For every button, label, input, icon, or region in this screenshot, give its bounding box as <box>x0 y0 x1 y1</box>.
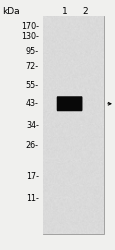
Text: kDa: kDa <box>2 7 19 16</box>
Text: 11-: 11- <box>26 194 39 203</box>
Text: 34-: 34- <box>26 120 39 130</box>
Text: 130-: 130- <box>21 32 39 41</box>
Text: 2: 2 <box>82 7 87 16</box>
Text: 43-: 43- <box>26 99 39 108</box>
Text: 170-: 170- <box>21 22 39 31</box>
Text: 26-: 26- <box>26 140 39 149</box>
Text: 95-: 95- <box>26 47 39 56</box>
Text: 17-: 17- <box>26 172 39 181</box>
FancyBboxPatch shape <box>56 96 82 111</box>
Text: 1: 1 <box>61 7 67 16</box>
Text: 55-: 55- <box>26 80 39 90</box>
Bar <box>43 16 103 234</box>
Text: 72-: 72- <box>26 62 39 71</box>
